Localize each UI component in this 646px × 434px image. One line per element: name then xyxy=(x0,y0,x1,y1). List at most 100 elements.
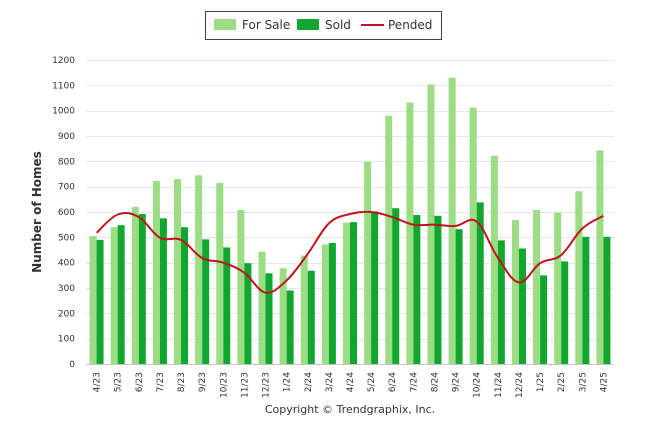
bar-sold-4-24 xyxy=(350,222,357,364)
y-tick-label: 1000 xyxy=(52,107,75,117)
y-tick-label: 800 xyxy=(58,157,75,167)
x-tick-label: 7/23 xyxy=(156,372,166,392)
bar-for-sale-10-24 xyxy=(469,107,477,365)
bar-for-sale-6-24 xyxy=(385,115,393,364)
bar-sold-6-24 xyxy=(392,208,400,364)
bar-sold-9-23 xyxy=(202,239,210,364)
bar-for-sale-4-23 xyxy=(89,236,97,364)
x-tick-label: 8/24 xyxy=(430,372,440,392)
legend-box xyxy=(205,11,442,40)
bar-for-sale-4-24 xyxy=(343,222,350,364)
bar-sold-1-24 xyxy=(286,290,294,364)
x-tick-label: 8/23 xyxy=(177,372,187,392)
series-line-pended xyxy=(95,210,604,294)
x-tick-label: 3/24 xyxy=(325,372,335,392)
bar-for-sale-11-23 xyxy=(237,209,245,364)
x-tick-label: 11/23 xyxy=(240,372,250,398)
y-tick-label: 100 xyxy=(58,335,75,345)
legend-label-for-sale: For Sale xyxy=(242,18,290,32)
y-tick-label: 300 xyxy=(58,284,75,294)
bar-sold-4-25 xyxy=(603,236,611,364)
legend-label-pended: Pended xyxy=(388,18,432,32)
bar-sold-8-24 xyxy=(434,215,442,364)
x-tick-label: 1/24 xyxy=(283,372,293,392)
x-tick-label: 1/25 xyxy=(536,372,546,392)
bar-sold-3-25 xyxy=(582,236,590,364)
bar-sold-6-23 xyxy=(138,214,146,364)
y-tick-label: 1100 xyxy=(52,81,75,91)
x-tick-label: 11/24 xyxy=(494,372,504,398)
bar-sold-5-24 xyxy=(371,211,379,364)
x-tick-label: 4/24 xyxy=(346,372,356,392)
x-tick-label: 2/25 xyxy=(557,372,567,392)
bar-sold-3-24 xyxy=(328,242,336,364)
bar-sold-11-24 xyxy=(497,240,505,364)
y-tick-label: 400 xyxy=(58,259,75,269)
x-axis-tick-labels: 4/23 5/23 6/23 7/23 8/23 9/23 10/23 11/23 12/23 1… xyxy=(93,372,610,398)
x-tick-label: 6/24 xyxy=(388,372,398,392)
bar-for-sale-12-24 xyxy=(511,220,519,364)
legend-label-sold: Sold xyxy=(325,18,351,32)
bar-for-sale-3-24 xyxy=(321,244,329,364)
x-tick-label: 9/23 xyxy=(198,372,208,392)
bar-sold-7-24 xyxy=(413,215,421,364)
y-tick-label: 900 xyxy=(58,132,75,142)
y-tick-label: 500 xyxy=(58,233,75,243)
x-tick-label: 5/24 xyxy=(367,372,377,392)
bar-sold-5-23 xyxy=(117,225,125,364)
bar-for-sale-3-25 xyxy=(575,191,583,364)
x-tick-label: 3/25 xyxy=(578,372,588,392)
y-tick-label: 200 xyxy=(58,309,75,319)
bar-sold-2-25 xyxy=(561,261,569,364)
x-tick-label: 12/23 xyxy=(262,372,272,398)
x-tick-label: 4/25 xyxy=(599,372,609,392)
bar-for-sale-11-24 xyxy=(490,155,498,364)
x-tick-label: 7/24 xyxy=(409,372,419,392)
x-tick-label: 9/24 xyxy=(452,372,462,392)
bar-for-sale-10-23 xyxy=(216,182,224,364)
bar-sold-12-24 xyxy=(518,248,526,364)
bar-for-sale-6-23 xyxy=(131,206,139,364)
y-tick-label: 600 xyxy=(58,208,75,218)
legend: For Sale Sold Pended xyxy=(205,11,442,40)
bar-sold-7-23 xyxy=(159,218,167,364)
bar-sold-11-23 xyxy=(244,263,252,364)
x-tick-label: 2/24 xyxy=(304,372,314,392)
x-tick-label: 12/24 xyxy=(515,372,525,398)
bar-for-sale-2-25 xyxy=(554,212,562,364)
bar-for-sale-2-24 xyxy=(300,255,308,364)
bar-for-sale-1-24 xyxy=(279,268,287,364)
x-tick-label: 6/23 xyxy=(135,372,145,392)
legend-swatch-sold xyxy=(297,19,319,30)
x-tick-label: 10/23 xyxy=(219,372,229,398)
y-tick-label: 1200 xyxy=(52,56,75,66)
bar-sold-12-23 xyxy=(265,273,273,364)
bar-for-sale-9-24 xyxy=(448,77,456,364)
bar-sold-9-24 xyxy=(455,229,463,364)
bar-for-sale-9-23 xyxy=(195,175,203,364)
y-axis-tick-labels: 0 100 200 300 400 500 600 700 800 900 1000 1100 1200 xyxy=(52,56,75,370)
y-tick-label: 0 xyxy=(69,360,75,370)
bar-sold-4-23 xyxy=(96,239,104,364)
bar-for-sale-8-23 xyxy=(174,179,182,364)
bar-sold-1-25 xyxy=(540,275,548,364)
bar-sold-2-24 xyxy=(307,270,315,364)
y-axis-title: Number of Homes xyxy=(30,151,44,273)
bar-sold-10-23 xyxy=(223,247,231,364)
copyright-credit: Copyright © Trendgraphix, Inc. xyxy=(265,403,435,416)
x-tick-label: 10/24 xyxy=(473,372,483,398)
x-tick-label: 4/23 xyxy=(93,372,103,392)
y-tick-label: 700 xyxy=(58,183,75,193)
bar-for-sale-1-25 xyxy=(533,209,541,364)
bar-sold-10-24 xyxy=(476,202,484,364)
bar-sold-8-23 xyxy=(181,227,189,364)
x-tick-label: 5/23 xyxy=(114,372,124,392)
bar-for-sale-7-24 xyxy=(406,102,414,364)
bars xyxy=(89,77,611,365)
bar-for-sale-7-23 xyxy=(152,181,160,364)
legend-swatch-for-sale xyxy=(214,19,236,30)
bar-for-sale-12-23 xyxy=(258,251,266,364)
bar-for-sale-4-25 xyxy=(596,150,604,364)
bar-for-sale-5-23 xyxy=(110,227,118,364)
